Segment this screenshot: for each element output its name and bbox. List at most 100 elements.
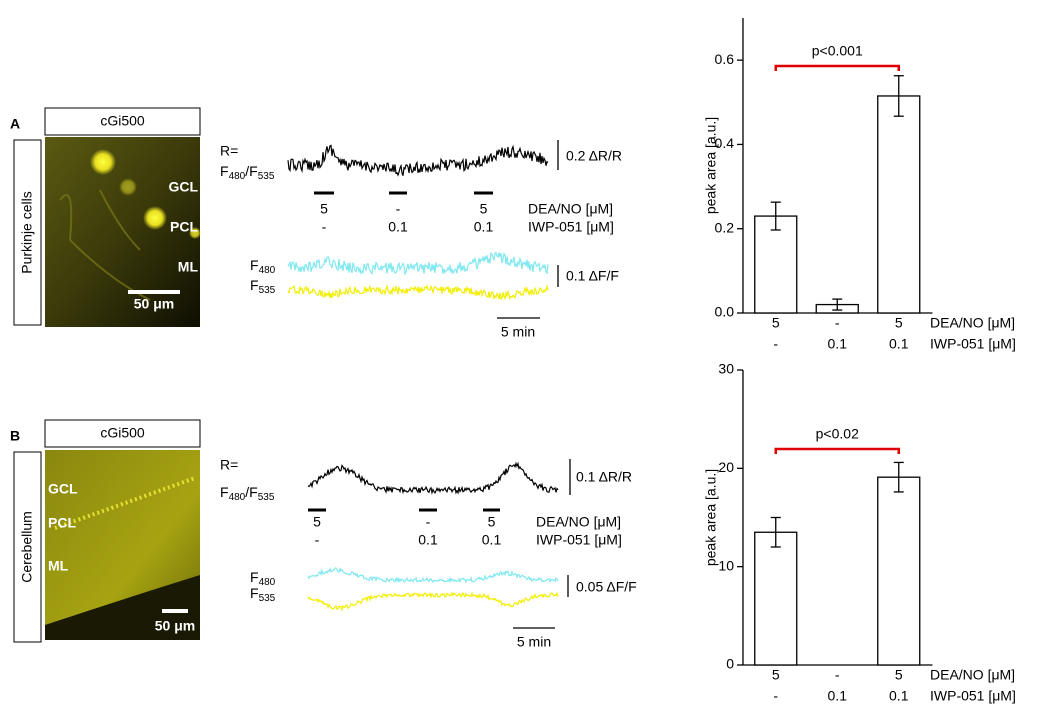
bar bbox=[754, 531, 798, 666]
channel-scale: 0.1 ΔF/F bbox=[566, 268, 619, 284]
side-box bbox=[13, 451, 42, 643]
channel-scale: 0.05 ΔF/F bbox=[576, 579, 637, 595]
ratio-base: /F bbox=[245, 163, 257, 179]
error-bar bbox=[893, 461, 904, 493]
annotation: p<0.001 bbox=[812, 43, 863, 59]
ratio-prefix: R= bbox=[220, 457, 238, 473]
x-tick-label: - bbox=[835, 315, 840, 331]
trace bbox=[307, 461, 559, 496]
ratio-sub: 480 bbox=[229, 492, 246, 503]
y-tick-label: 0.4 bbox=[715, 135, 735, 151]
image-a bbox=[45, 137, 201, 327]
panel-label: A bbox=[10, 116, 20, 132]
ratio-sub: 535 bbox=[258, 492, 275, 503]
channel-label-sub: 480 bbox=[259, 265, 276, 276]
stim-label: 0.1 bbox=[388, 219, 408, 235]
channel-label-base: F bbox=[250, 277, 259, 293]
channel-label-sub: 535 bbox=[259, 285, 276, 296]
x-tick-label: 0.1 bbox=[828, 688, 848, 704]
image-label: PCL bbox=[170, 219, 198, 235]
significance-bracket bbox=[774, 64, 900, 71]
channel-label-base: F bbox=[250, 569, 259, 585]
ratio-label: F480/F535 bbox=[220, 163, 275, 182]
x-tick-label: 0.1 bbox=[828, 336, 848, 352]
image-label: PCL bbox=[48, 515, 76, 531]
stim-name: IWP-051 [μM] bbox=[528, 219, 614, 235]
ratio-prefix: R= bbox=[220, 143, 238, 159]
y-tick-label: 20 bbox=[718, 459, 734, 475]
x-tick-label: 0.1 bbox=[889, 688, 909, 704]
stim-label: 0.1 bbox=[482, 532, 502, 548]
side-label: Purkinje cells bbox=[19, 191, 35, 273]
bar bbox=[877, 476, 921, 666]
x-tick-label: 5 bbox=[772, 315, 780, 331]
scale-text: 50 μm bbox=[155, 618, 195, 634]
stim-label: - bbox=[396, 201, 401, 217]
x-tick-label: 0.1 bbox=[889, 336, 909, 352]
channel-label-base: F bbox=[250, 585, 259, 601]
error-bar bbox=[770, 516, 781, 548]
channel-label-sub: 480 bbox=[259, 577, 276, 588]
bar bbox=[877, 95, 921, 314]
image-label: ML bbox=[178, 259, 199, 275]
x-row-name: IWP-051 [μM] bbox=[930, 688, 1016, 704]
panel-label: B bbox=[10, 428, 20, 444]
x-tick-label: - bbox=[835, 667, 840, 683]
x-row-name: IWP-051 [μM] bbox=[930, 336, 1016, 352]
side-label: Cerebellum bbox=[19, 511, 35, 583]
y-tick-label: 0 bbox=[726, 656, 734, 672]
x-row-name: DEA/NO [μM] bbox=[930, 667, 1015, 683]
channel-label-base: F bbox=[250, 257, 259, 273]
y-tick-label: 0.6 bbox=[715, 51, 735, 67]
ratio-base: F bbox=[220, 484, 229, 500]
channel-label: F480 bbox=[250, 257, 276, 276]
ratio-scale: 0.2 ΔR/R bbox=[566, 148, 622, 164]
ratio-label: F480/F535 bbox=[220, 484, 275, 503]
y-axis-label: peak area [a.u.] bbox=[703, 117, 719, 214]
channel-label: F480 bbox=[250, 569, 276, 588]
ratio-base: F bbox=[220, 163, 229, 179]
image-label: GCL bbox=[168, 179, 198, 195]
x-tick-label: 5 bbox=[895, 315, 903, 331]
stim-label: 5 bbox=[313, 514, 321, 530]
stim-label: - bbox=[322, 219, 327, 235]
trace bbox=[307, 566, 559, 584]
y-tick-label: 0.2 bbox=[715, 219, 735, 235]
image-label: GCL bbox=[48, 481, 78, 497]
channel-label: F535 bbox=[250, 277, 276, 296]
channel-label-sub: 535 bbox=[259, 593, 276, 604]
stim-name: DEA/NO [μM] bbox=[536, 514, 621, 530]
y-tick-label: 30 bbox=[718, 361, 734, 377]
annotation: p<0.02 bbox=[816, 426, 859, 442]
channel-label: F535 bbox=[250, 585, 276, 604]
scale-text: 50 μm bbox=[134, 296, 174, 312]
x-tick-label: - bbox=[773, 688, 778, 704]
ratio-base: /F bbox=[245, 484, 257, 500]
header-box bbox=[44, 419, 201, 448]
stim-name: IWP-051 [μM] bbox=[536, 532, 622, 548]
image-b bbox=[45, 450, 200, 640]
stim-label: - bbox=[426, 514, 431, 530]
x-row-name: DEA/NO [μM] bbox=[930, 315, 1015, 331]
header: cGi500 bbox=[100, 425, 145, 441]
ratio-sub: 535 bbox=[258, 171, 275, 182]
y-tick-label: 0.0 bbox=[715, 304, 735, 320]
stim-label: 0.1 bbox=[474, 219, 494, 235]
stim-label: 5 bbox=[488, 514, 496, 530]
time-scale: 5 min bbox=[501, 324, 535, 340]
header: cGi500 bbox=[100, 113, 145, 129]
error-bar bbox=[770, 201, 781, 231]
stim-label: 0.1 bbox=[418, 532, 438, 548]
stim-label: 5 bbox=[320, 201, 328, 217]
stim-name: DEA/NO [μM] bbox=[528, 201, 613, 217]
trace bbox=[307, 591, 559, 612]
trace bbox=[287, 283, 549, 301]
y-tick-label: 10 bbox=[718, 557, 734, 573]
error-bar bbox=[893, 75, 904, 117]
trace bbox=[287, 251, 549, 276]
x-tick-label: - bbox=[773, 336, 778, 352]
stim-label: 5 bbox=[480, 201, 488, 217]
header-box bbox=[44, 107, 201, 136]
trace bbox=[287, 144, 549, 177]
